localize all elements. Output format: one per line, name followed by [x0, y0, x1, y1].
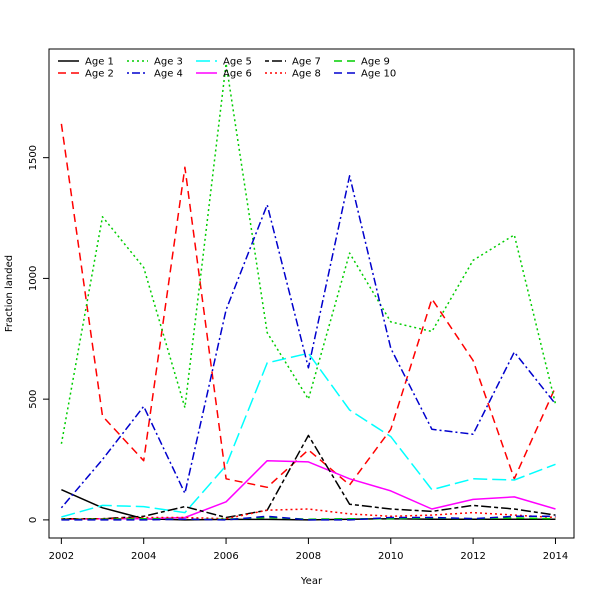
- series-line-age-1: [61, 489, 556, 521]
- series-line-age-4: [60, 175, 557, 509]
- series-line-age-7: [61, 434, 556, 520]
- y-tick-label: 0: [28, 517, 39, 523]
- series-lines: [60, 62, 557, 521]
- legend-label: Age 7: [292, 57, 321, 68]
- y-axis-title: Fraction landed: [4, 255, 15, 332]
- legend-label: Age 2: [85, 69, 114, 80]
- legend-label: Age 6: [223, 69, 252, 80]
- y-axis: 0 500 1000 1500: [28, 145, 50, 523]
- legend-label: Age 3: [154, 57, 183, 68]
- legend-label: Age 5: [223, 57, 252, 68]
- x-tick-label: 2006: [213, 551, 238, 562]
- x-tick-label: 2002: [49, 551, 74, 562]
- plot-frame: [48, 48, 575, 539]
- x-axis-title: Year: [300, 576, 323, 587]
- series-line-age-2: [60, 123, 557, 489]
- series-line-age-5: [61, 352, 556, 518]
- legend-label: Age 9: [361, 57, 390, 68]
- series-line-age-3: [60, 62, 557, 444]
- y-tick-label: 500: [28, 390, 39, 409]
- x-tick-label: 2008: [296, 551, 321, 562]
- legend-label: Age 1: [85, 57, 114, 68]
- legend-label: Age 8: [292, 69, 321, 80]
- y-tick-label: 1500: [28, 145, 39, 170]
- legend-label: Age 4: [154, 69, 183, 80]
- series-line-age-10: [61, 515, 556, 521]
- y-tick-label: 1000: [28, 266, 39, 291]
- x-axis: 2002 2004 2006 2008 2010 2012 2014: [49, 537, 568, 562]
- x-tick-label: 2004: [131, 551, 156, 562]
- series-line-age-6: [61, 459, 556, 520]
- x-tick-label: 2012: [460, 551, 485, 562]
- legend-label: Age 10: [361, 69, 396, 80]
- x-tick-label: 2014: [543, 551, 568, 562]
- x-tick-label: 2010: [378, 551, 403, 562]
